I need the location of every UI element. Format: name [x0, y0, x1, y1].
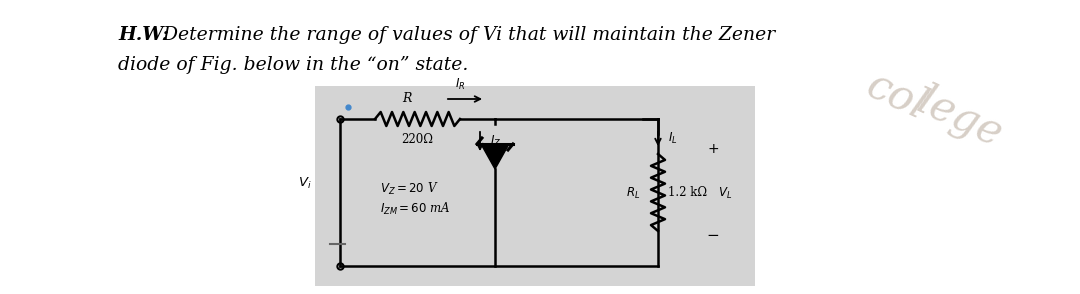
Text: R: R	[403, 92, 411, 105]
Text: $I_{ZM} = 60$ mA: $I_{ZM} = 60$ mA	[380, 201, 450, 217]
Text: $I_L$: $I_L$	[669, 131, 677, 146]
Polygon shape	[481, 144, 509, 169]
Text: $V_i$: $V_i$	[298, 176, 312, 191]
Text: $I_Z$: $I_Z$	[490, 133, 501, 148]
Text: diode of Fig. below in the “on” state.: diode of Fig. below in the “on” state.	[118, 56, 469, 74]
Text: $R_L$: $R_L$	[625, 186, 640, 201]
Bar	[315, 86, 755, 286]
Text: +: +	[707, 142, 719, 156]
Text: lege: lege	[910, 79, 1009, 155]
Text: Determine the range of values of Vi that will maintain the Zener: Determine the range of values of Vi that…	[157, 26, 775, 44]
Text: 1.2 kΩ: 1.2 kΩ	[669, 186, 707, 200]
Text: col: col	[860, 64, 934, 128]
Text: $I_R$: $I_R$	[455, 77, 465, 92]
Text: −: −	[706, 228, 719, 243]
Text: H.W:: H.W:	[118, 26, 168, 44]
Text: 220Ω: 220Ω	[401, 133, 433, 146]
Text: $V_L$: $V_L$	[718, 186, 732, 201]
Text: $V_Z = 20$ V: $V_Z = 20$ V	[380, 181, 438, 197]
